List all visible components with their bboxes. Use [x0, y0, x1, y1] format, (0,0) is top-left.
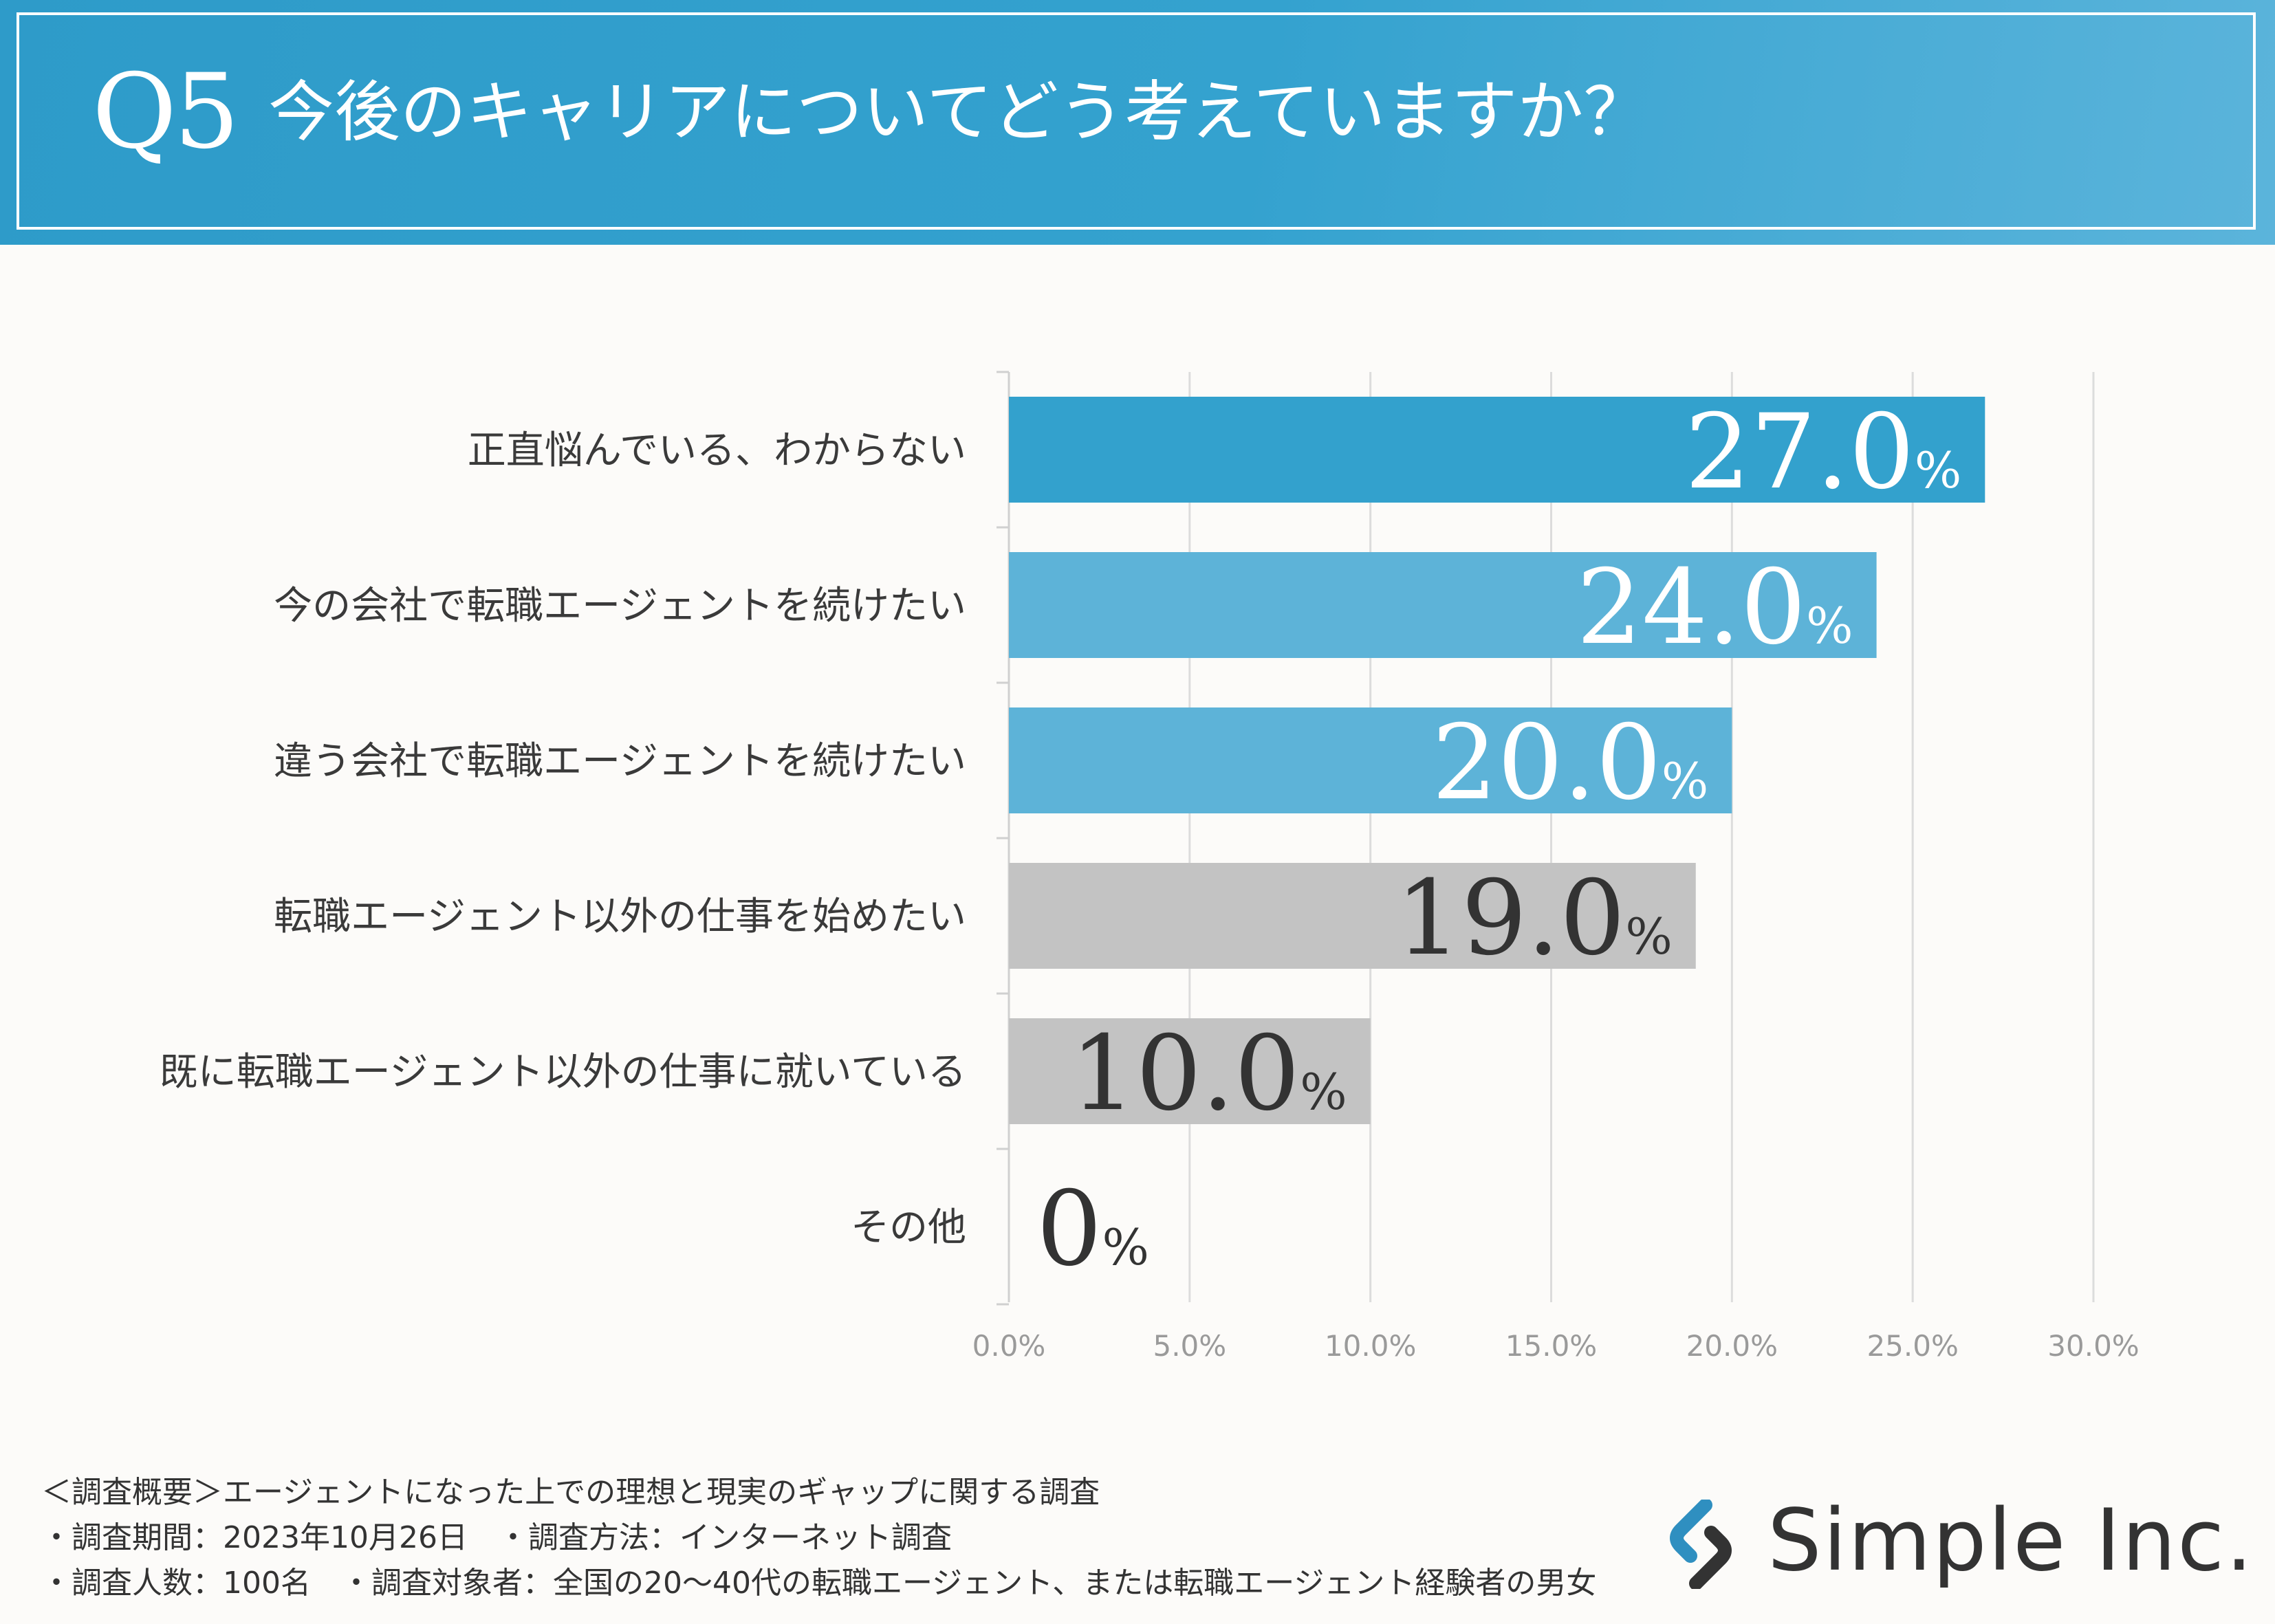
- survey-period-method: ・調査期間：2023年10月26日 ・調査方法：インターネット調査: [41, 1520, 952, 1555]
- bar: [1009, 707, 1732, 813]
- header-banner: Q5 今後のキャリアについてどう考えていますか？: [0, 0, 2275, 245]
- data-label-value: 19.0: [1395, 859, 1625, 978]
- category-label: 今の会社で転職エージェントを続けたい: [274, 584, 966, 628]
- category-label: 転職エージェント以外の仕事を始めたい: [274, 895, 966, 939]
- bar: [1009, 397, 1985, 503]
- question-title: 今後のキャリアについてどう考えていますか？: [268, 74, 1650, 151]
- x-tick-label: 25.0%: [1866, 1329, 1958, 1363]
- category-label: 既に転職エージェント以外の仕事に就いている: [160, 1050, 966, 1095]
- survey-summary: ＜調査概要＞エージェントになった上での理想と現実のギャップに関する調査 ・調査期…: [41, 1470, 1596, 1606]
- data-label: 10.0%: [1070, 1014, 1347, 1134]
- bar-chart: 0.0% 5.0% 10.0% 15.0% 20.0% 25.0% 30.0% 正直悩んでい…: [160, 371, 2140, 1363]
- header-frame: [17, 12, 2256, 230]
- question-number: Q5: [92, 52, 239, 172]
- chart-grid: [1188, 372, 2095, 1302]
- data-label-value: 10.0: [1070, 1014, 1300, 1134]
- data-label: 19.0%: [1395, 859, 1672, 978]
- data-label: 0%: [1036, 1170, 1149, 1289]
- data-label: 24.0%: [1576, 548, 1853, 668]
- x-tick-label: 10.0%: [1325, 1329, 1416, 1363]
- company-name: Simple Inc.: [1767, 1491, 2254, 1590]
- data-label-value: 27.0: [1685, 393, 1915, 512]
- data-label-percent: %: [1915, 441, 1961, 499]
- data-label: 20.0%: [1432, 703, 1708, 823]
- x-tick-label: 20.0%: [1686, 1329, 1778, 1363]
- data-label-value: 24.0: [1576, 548, 1806, 668]
- data-label-value: 20.0: [1432, 703, 1662, 823]
- data-label-percent: %: [1102, 1218, 1149, 1276]
- chart-axis: 0.0% 5.0% 10.0% 15.0% 20.0% 25.0% 30.0%: [972, 371, 2140, 1363]
- data-label-percent: %: [1300, 1063, 1347, 1121]
- category-label: 違う会社で転職エージェントを続けたい: [274, 739, 966, 784]
- x-tick-label: 30.0%: [2047, 1329, 2139, 1363]
- survey-respondents: ・調査人数：100名 ・調査対象者：全国の20〜40代の転職エージェント、または…: [41, 1566, 1597, 1601]
- data-label: 27.0%: [1685, 393, 1961, 512]
- data-label-percent: %: [1625, 908, 1672, 965]
- data-label-value: 0: [1036, 1170, 1102, 1289]
- category-label: その他: [851, 1205, 966, 1250]
- bar: [1009, 552, 1877, 658]
- category-label: 正直悩んでいる、わからない: [468, 428, 966, 473]
- data-label-percent: %: [1662, 752, 1708, 810]
- chart-bars: [1009, 397, 1985, 1124]
- link-chain-icon: [1670, 1500, 1732, 1589]
- x-tick-label: 0.0%: [972, 1329, 1046, 1363]
- x-tick-label: 15.0%: [1505, 1329, 1597, 1363]
- x-tick-label: 5.0%: [1153, 1329, 1226, 1363]
- data-label-percent: %: [1806, 597, 1853, 655]
- chart-labels: 正直悩んでいる、わからない 27.0% 今の会社で転職エージェントを続けたい 24.0…: [160, 393, 1962, 1289]
- survey-summary-title: ＜調査概要＞エージェントになった上での理想と現実のギャップに関する調査: [41, 1475, 1100, 1510]
- bar: [1009, 1018, 1371, 1124]
- bar: [1009, 863, 1696, 969]
